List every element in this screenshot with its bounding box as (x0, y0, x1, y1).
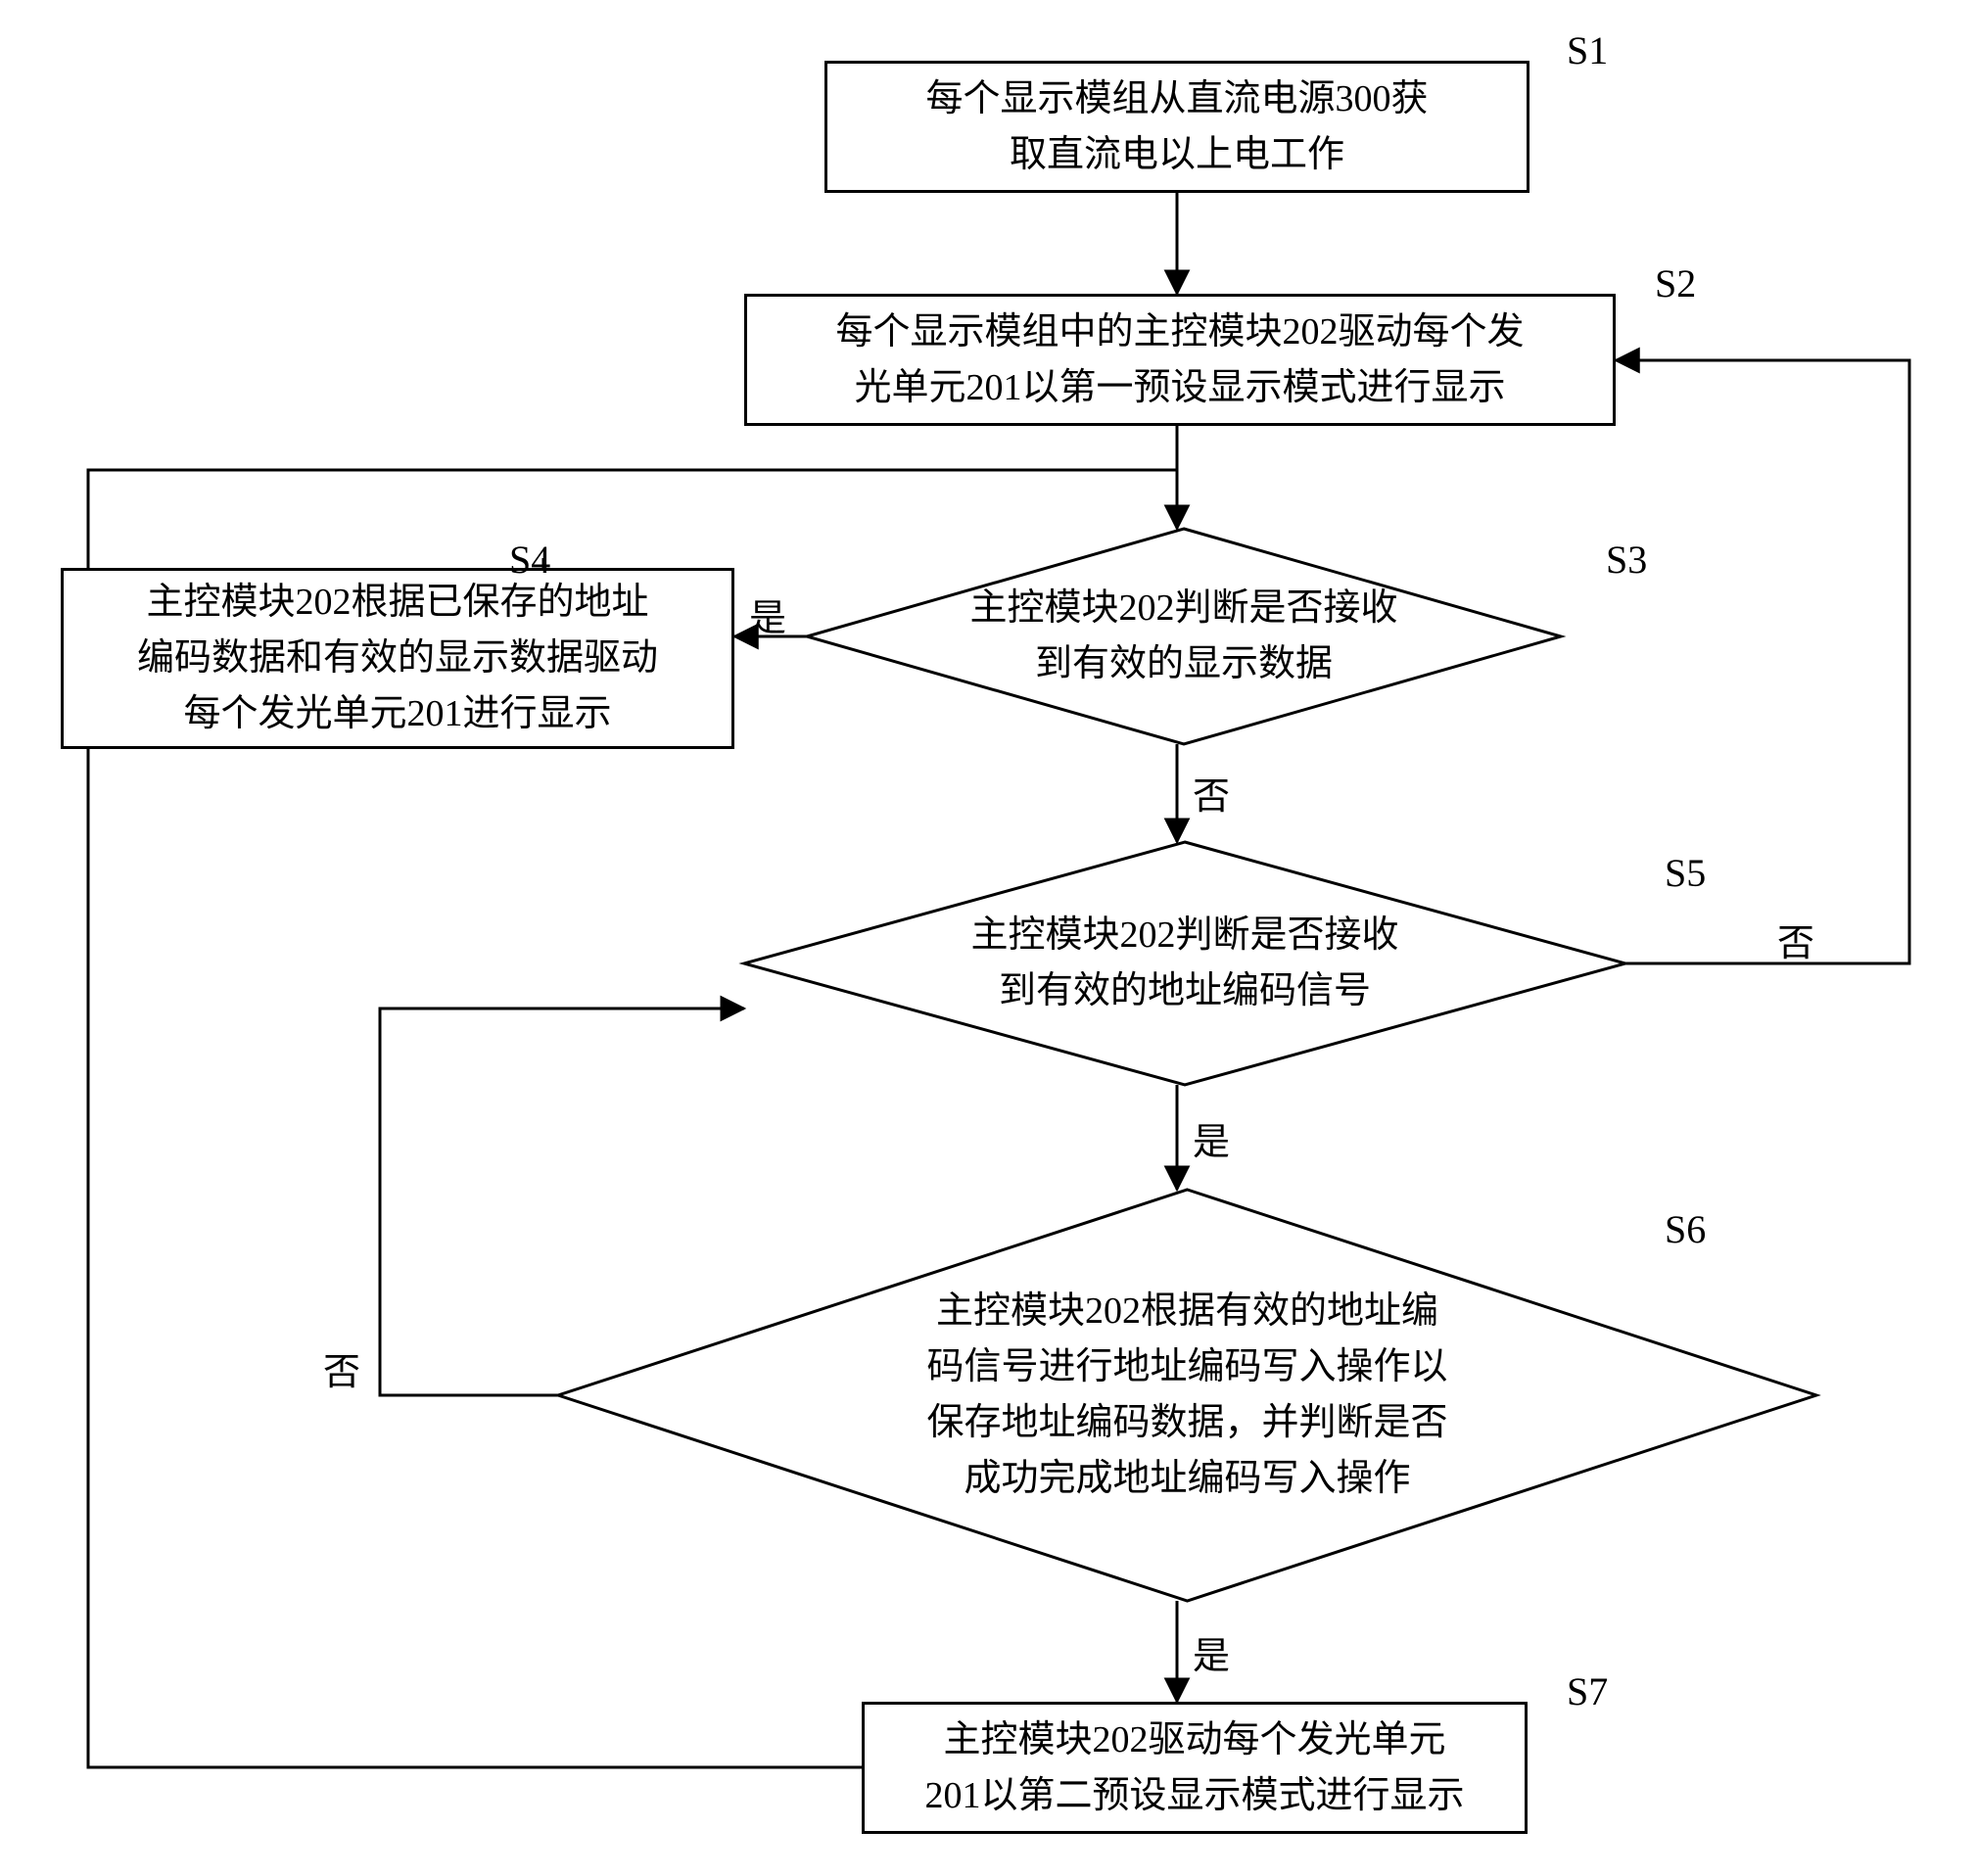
node-s6-text: 主控模块202根据有效的地址编 码信号进行地址编码写入操作以 保存地址编码数据，… (926, 1284, 1447, 1507)
edge-label-s3-no: 否 (1193, 766, 1230, 820)
node-s7-text: 主控模块202驱动每个发光单元 201以第二预设显示模式进行显示 (924, 1712, 1464, 1824)
node-s4-text: 主控模块202根据已保存的地址 编码数据和有效的显示数据驱动 每个发光单元201… (137, 575, 658, 742)
node-s6: 主控模块202根据有效的地址编 码信号进行地址编码写入操作以 保存地址编码数据，… (558, 1190, 1816, 1601)
label-s1: S1 (1567, 27, 1608, 73)
node-s5: 主控模块202判断是否接收 到有效的地址编码信号 (744, 842, 1625, 1085)
node-s1-text: 每个显示模组从直流电源300获 取直流电以上电工作 (925, 71, 1428, 183)
node-s3-text: 主控模块202判断是否接收 到有效的显示数据 (969, 581, 1397, 692)
edge-label-s5-no: 否 (1777, 913, 1814, 966)
node-s2: 每个显示模组中的主控模块202驱动每个发 光单元201以第一预设显示模式进行显示 (744, 294, 1616, 426)
label-s3: S3 (1606, 537, 1647, 583)
node-s4: 主控模块202根据已保存的地址 编码数据和有效的显示数据驱动 每个发光单元201… (61, 568, 734, 749)
label-s5: S5 (1665, 850, 1706, 896)
node-s2-text: 每个显示模组中的主控模块202驱动每个发 光单元201以第一预设显示模式进行显示 (835, 305, 1524, 416)
edge-label-s5-yes: 是 (1193, 1111, 1230, 1165)
flowchart-canvas: 每个显示模组从直流电源300获 取直流电以上电工作 S1 每个显示模组中的主控模… (0, 0, 1976, 1876)
label-s2: S2 (1655, 260, 1696, 306)
node-s3: 主控模块202判断是否接收 到有效的显示数据 (807, 529, 1561, 744)
node-s1: 每个显示模组从直流电源300获 取直流电以上电工作 (824, 61, 1529, 193)
label-s4: S4 (509, 537, 550, 583)
node-s5-text: 主控模块202判断是否接收 到有效的地址编码信号 (970, 908, 1398, 1019)
label-s6: S6 (1665, 1206, 1706, 1252)
label-s7: S7 (1567, 1668, 1608, 1714)
edge-label-s3-yes: 是 (749, 587, 786, 641)
edge-s5-s2 (1616, 360, 1909, 963)
edge-label-s6-no: 否 (323, 1341, 360, 1395)
node-s7: 主控模块202驱动每个发光单元 201以第二预设显示模式进行显示 (862, 1702, 1528, 1834)
edge-label-s6-yes: 是 (1193, 1625, 1230, 1679)
